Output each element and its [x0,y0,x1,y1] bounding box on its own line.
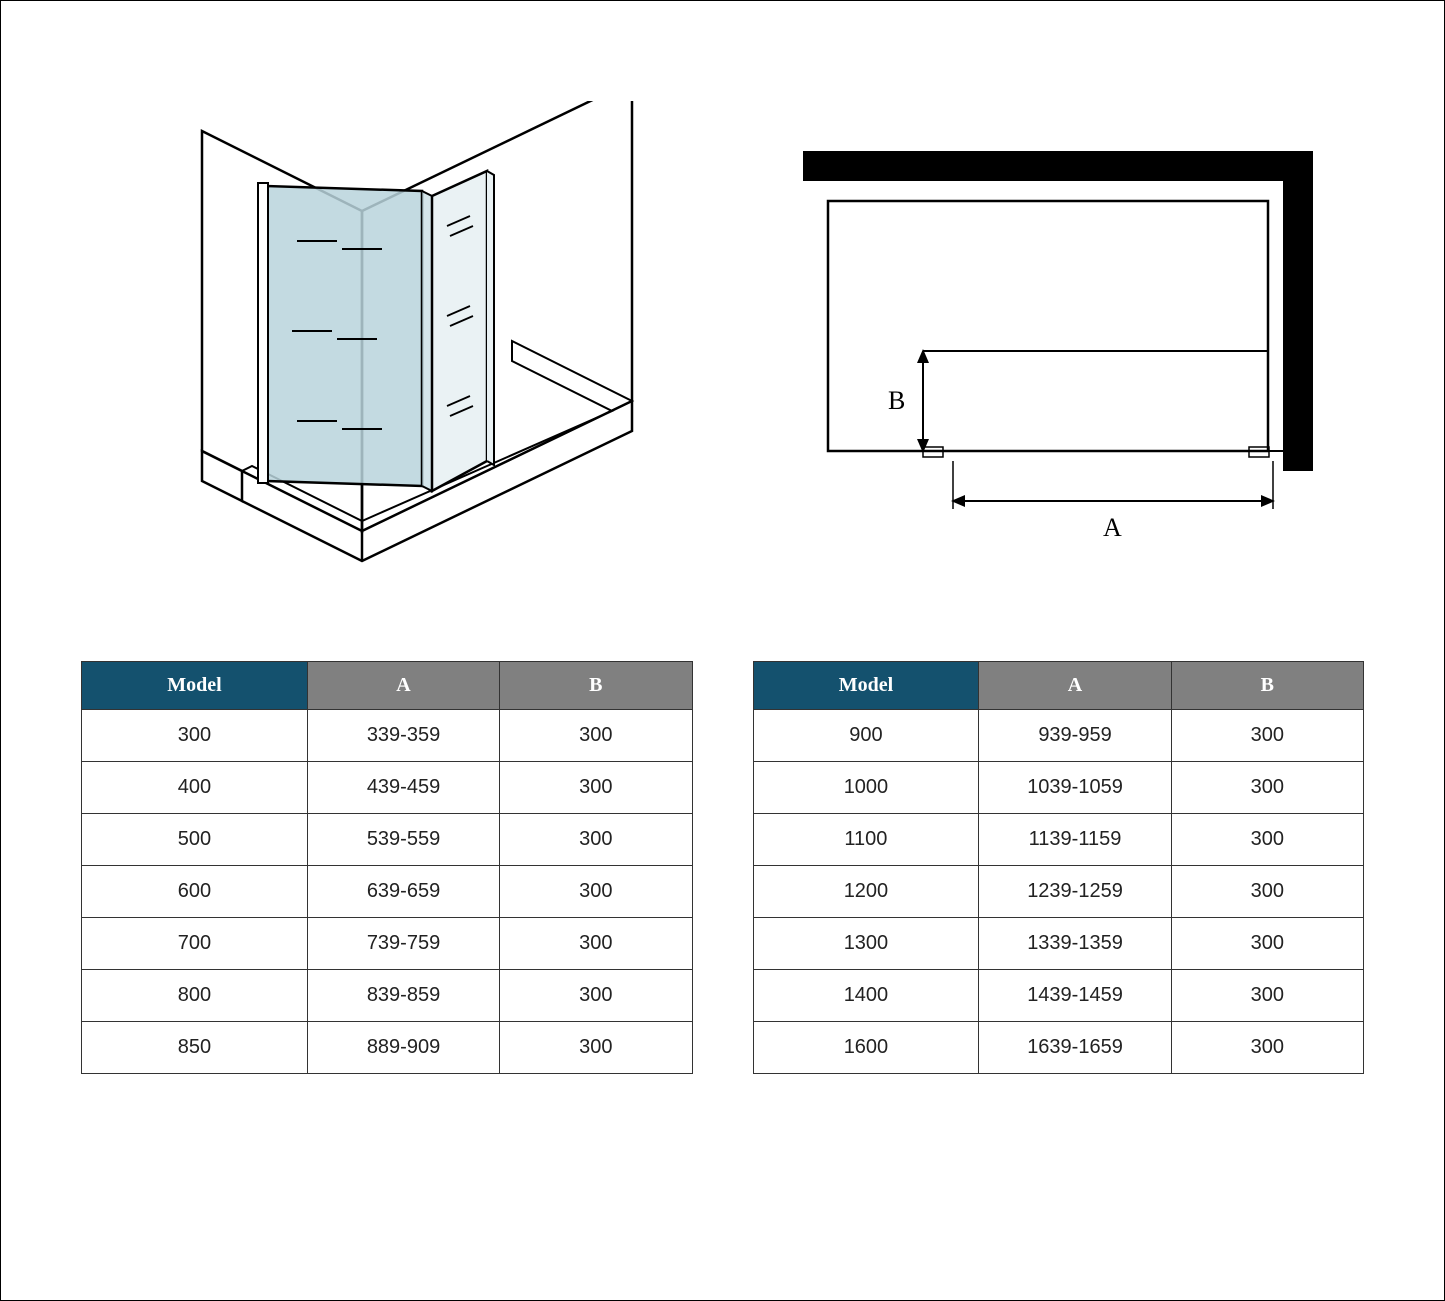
table-cell: 939-959 [979,710,1171,762]
table-cell: 539-559 [307,814,499,866]
table-cell: 300 [500,918,692,970]
table-cell: 439-459 [307,762,499,814]
table-row: 14001439-1459300 [753,970,1364,1022]
table-row: 11001139-1159300 [753,814,1364,866]
table-row: 800839-859300 [82,970,693,1022]
table-row: 10001039-1059300 [753,762,1364,814]
dim-label-b: B [888,386,905,415]
table-cell: 300 [1171,762,1363,814]
table-row: 850889-909300 [82,1022,693,1074]
table-cell: 1200 [753,866,979,918]
table-cell: 850 [82,1022,308,1074]
table-cell: 1039-1059 [979,762,1171,814]
table-cell: 1339-1359 [979,918,1171,970]
iso-svg [132,101,652,601]
table-cell: 300 [500,814,692,866]
table-cell: 300 [500,970,692,1022]
table-cell: 300 [1171,918,1363,970]
th-b: B [500,662,692,710]
table-cell: 300 [1171,1022,1363,1074]
table-cell: 300 [1171,866,1363,918]
table-row: 13001339-1359300 [753,918,1364,970]
table-cell: 639-659 [307,866,499,918]
diagrams-row: B A [1,1,1444,641]
table-cell: 1100 [753,814,979,866]
table-cell: 1139-1159 [979,814,1171,866]
plan-svg: B A [773,131,1333,571]
table-cell: 1439-1459 [979,970,1171,1022]
table-row: 700739-759300 [82,918,693,970]
table-row: 400439-459300 [82,762,693,814]
table-cell: 300 [500,710,692,762]
table-row: 300339-359300 [82,710,693,762]
table-cell: 1239-1259 [979,866,1171,918]
table-cell: 1600 [753,1022,979,1074]
table-cell: 500 [82,814,308,866]
table-cell: 900 [753,710,979,762]
left-table-wrap: Model A B 300339-359300400439-4593005005… [81,661,693,1074]
left-table: Model A B 300339-359300400439-4593005005… [81,661,693,1074]
table-cell: 839-859 [307,970,499,1022]
table-cell: 889-909 [307,1022,499,1074]
table-cell: 300 [500,1022,692,1074]
table-cell: 300 [1171,970,1363,1022]
table-cell: 1300 [753,918,979,970]
table-cell: 1639-1659 [979,1022,1171,1074]
page: B A Model A [0,0,1445,1301]
isometric-diagram [61,101,723,601]
table-cell: 300 [500,762,692,814]
plan-diagram: B A [723,101,1385,601]
th-model: Model [753,662,979,710]
table-cell: 739-759 [307,918,499,970]
table-cell: 300 [1171,814,1363,866]
right-tbody: 900939-95930010001039-105930011001139-11… [753,710,1364,1074]
table-cell: 1400 [753,970,979,1022]
dim-label-a: A [1103,513,1122,542]
table-cell: 400 [82,762,308,814]
right-table: Model A B 900939-95930010001039-10593001… [753,661,1365,1074]
table-row: 900939-959300 [753,710,1364,762]
th-a: A [979,662,1171,710]
table-row: 600639-659300 [82,866,693,918]
tables-row: Model A B 300339-359300400439-4593005005… [1,641,1444,1114]
table-cell: 800 [82,970,308,1022]
left-tbody: 300339-359300400439-459300500539-5593006… [82,710,693,1074]
right-table-wrap: Model A B 900939-95930010001039-10593001… [753,661,1365,1074]
table-cell: 300 [82,710,308,762]
table-cell: 339-359 [307,710,499,762]
table-cell: 300 [1171,710,1363,762]
table-row: 500539-559300 [82,814,693,866]
th-model: Model [82,662,308,710]
table-cell: 300 [500,866,692,918]
table-cell: 1000 [753,762,979,814]
th-a: A [307,662,499,710]
table-row: 16001639-1659300 [753,1022,1364,1074]
th-b: B [1171,662,1363,710]
table-cell: 700 [82,918,308,970]
table-cell: 600 [82,866,308,918]
table-row: 12001239-1259300 [753,866,1364,918]
